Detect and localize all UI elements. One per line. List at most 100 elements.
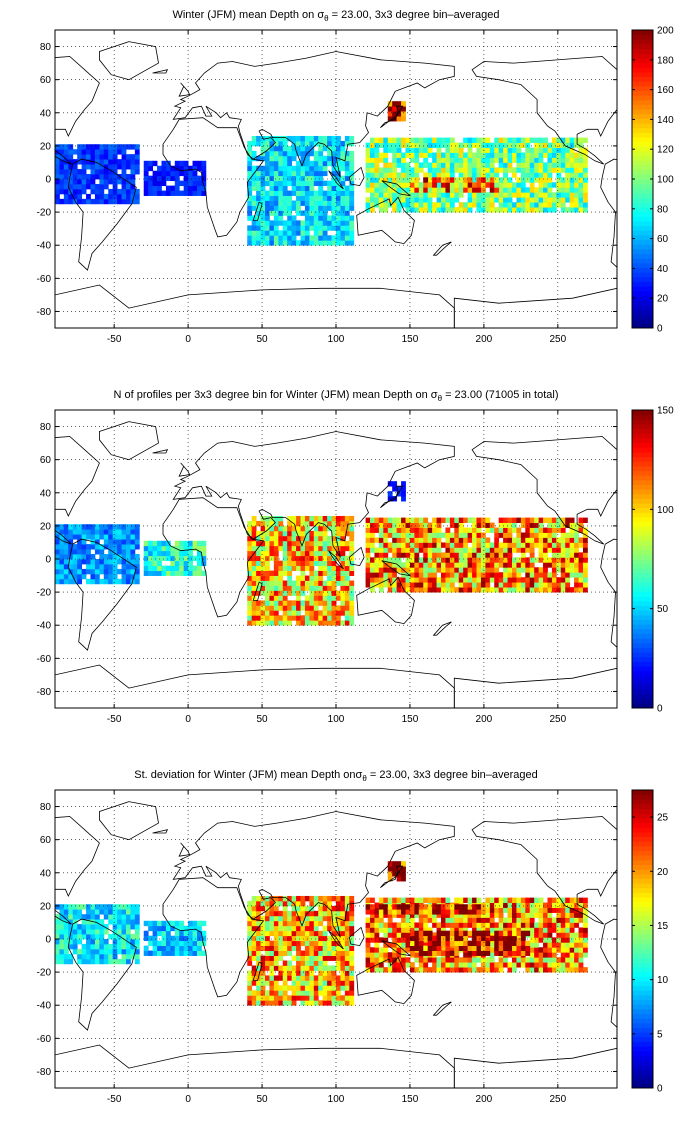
heatmap-bin (427, 537, 433, 543)
heatmap-bin (480, 935, 486, 942)
heatmap-bin (374, 577, 380, 583)
heatmap-bin (441, 182, 446, 188)
heatmap-bin (183, 540, 189, 547)
heatmap-bin (112, 164, 118, 170)
heatmap-bin (287, 585, 293, 591)
heatmap-bin (463, 207, 469, 213)
heatmap-bin (396, 137, 402, 143)
heatmap-bin (507, 537, 513, 543)
heatmap-bin (383, 922, 389, 928)
heatmap-bin (498, 522, 504, 528)
heatmap-bin (344, 935, 350, 942)
heatmap-bin (63, 578, 69, 585)
heatmap-bin (556, 562, 562, 568)
heatmap-bin (327, 535, 332, 542)
heatmap-bin (143, 920, 149, 927)
heatmap-bin (247, 525, 253, 532)
heatmap-bin (551, 537, 557, 543)
heatmap-bin (463, 952, 469, 958)
heatmap-bin (201, 545, 207, 552)
heatmap-bin (260, 995, 266, 1001)
heatmap-bin (374, 157, 380, 163)
heatmap-bin (436, 147, 442, 153)
heatmap-bin (387, 162, 393, 168)
heatmap-bin (99, 924, 105, 930)
heatmap-bin (427, 172, 433, 178)
heatmap-bin (534, 517, 540, 523)
heatmap-bin (282, 180, 288, 187)
heatmap-bin (538, 522, 544, 528)
heatmap-bin (260, 540, 266, 547)
heatmap-bin (476, 950, 482, 956)
heatmap-bin (269, 145, 275, 152)
heatmap-bin (86, 909, 91, 915)
heatmap-bin (121, 563, 127, 570)
heatmap-bin (331, 180, 337, 187)
heatmap-bin (401, 111, 406, 117)
heatmap-bin (130, 943, 136, 950)
heatmap-bin (494, 147, 500, 153)
heatmap-bin (304, 905, 310, 912)
heatmap-bin (99, 524, 105, 530)
heatmap-bin (99, 198, 105, 205)
heatmap-bin (304, 595, 310, 601)
heatmap-bin (507, 527, 513, 533)
heatmap-bin (63, 914, 69, 920)
coastline-13 (432, 621, 452, 636)
heatmap-bin (125, 183, 131, 190)
heatmap-bin (152, 940, 158, 947)
heatmap-bin (503, 187, 508, 193)
heatmap-bin (256, 905, 261, 912)
heatmap-bin (327, 135, 332, 142)
heatmap-bin (547, 182, 553, 188)
heatmap-bin (565, 912, 571, 918)
heatmap-bin (251, 195, 257, 201)
heatmap-bin (94, 539, 100, 545)
heatmap-bin (349, 205, 355, 211)
heatmap-bin (365, 922, 371, 928)
heatmap-bin (300, 925, 306, 932)
heatmap-bin (157, 165, 162, 172)
heatmap-bin (313, 165, 319, 172)
colorbar-step (632, 535, 653, 541)
heatmap-bin (344, 205, 350, 211)
heatmap-bin (291, 920, 297, 927)
heatmap-bin (556, 172, 562, 178)
heatmap-bin (525, 957, 531, 963)
heatmap-bin (516, 557, 522, 563)
heatmap-bin (278, 910, 284, 917)
heatmap-bin (273, 180, 279, 187)
heatmap-bin (313, 180, 319, 187)
heatmap-bin (322, 195, 328, 201)
heatmap-bin (304, 935, 310, 942)
heatmap-bin (344, 175, 350, 182)
heatmap-bin (569, 137, 575, 143)
heatmap-bin (331, 190, 337, 196)
heatmap-bin (265, 150, 270, 157)
heatmap-bin (247, 905, 253, 912)
heatmap-bin (467, 147, 473, 153)
heatmap-bin (387, 527, 393, 533)
heatmap-bin (331, 200, 337, 206)
heatmap-bin (485, 207, 491, 213)
heatmap-bin (130, 529, 136, 535)
heatmap-bin (365, 147, 371, 153)
heatmap-bin (458, 202, 464, 208)
heatmap-bin (378, 517, 384, 523)
colorbar-step (632, 470, 653, 476)
heatmap-bin (370, 152, 375, 158)
heatmap-bin (247, 210, 253, 216)
heatmap-bin (318, 150, 324, 157)
heatmap-bin (349, 990, 355, 996)
heatmap-bin (569, 572, 575, 578)
heatmap-bin (472, 582, 477, 588)
heatmap-bin (485, 552, 491, 558)
heatmap-bin (551, 202, 557, 208)
heatmap-bin (304, 165, 310, 172)
colorbar-step (632, 169, 653, 175)
heatmap-bin (432, 950, 437, 956)
heatmap-bin (59, 179, 65, 185)
heatmap-bin (454, 917, 460, 923)
heatmap-bin (77, 929, 83, 935)
heatmap-bin (538, 207, 544, 213)
